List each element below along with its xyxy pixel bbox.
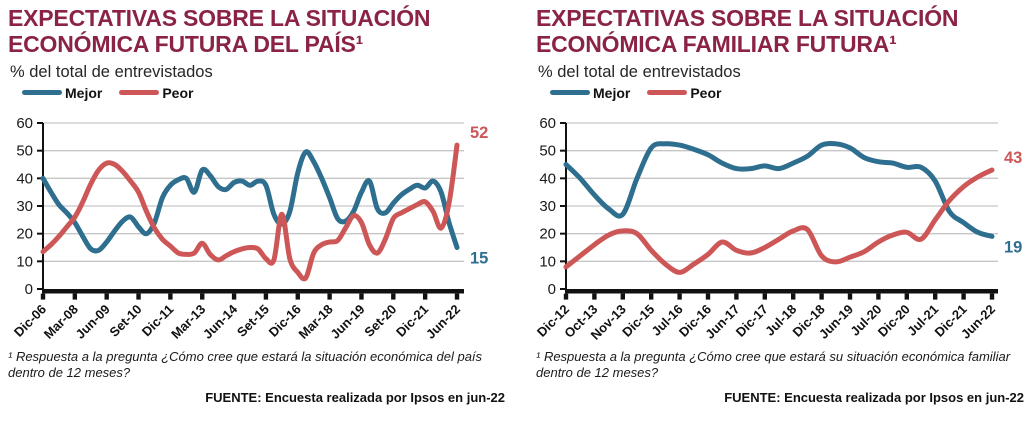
x-tick-label: Jun-19 bbox=[327, 301, 367, 341]
x-axis-tick bbox=[989, 293, 995, 300]
x-tick-label: Dic-15 bbox=[619, 301, 657, 339]
end-value-label-peor: 43 bbox=[1004, 149, 1022, 167]
x-axis-tick bbox=[391, 293, 396, 300]
x-axis-tick bbox=[592, 293, 597, 300]
series-line-peor bbox=[563, 167, 995, 275]
chart-legend: Mejor Peor bbox=[22, 85, 505, 101]
chart-panel-situacion-familiar: EXPECTATIVAS SOBRE LA SITUACIÓN ECONÓMIC… bbox=[534, 5, 1024, 405]
end-value-label-peor: 52 bbox=[470, 124, 488, 142]
y-tick-label: 10 bbox=[539, 253, 556, 270]
x-axis-tick bbox=[847, 293, 853, 300]
y-tick-label: 40 bbox=[539, 170, 556, 187]
chart-legend: Mejor Peor bbox=[550, 85, 1024, 101]
chart-title: EXPECTATIVAS SOBRE LA SITUACIÓN ECONÓMIC… bbox=[536, 5, 959, 57]
x-axis-tick bbox=[72, 293, 78, 300]
x-axis-tick bbox=[791, 293, 796, 300]
y-tick-label: 30 bbox=[16, 198, 33, 215]
x-tick-label: Dic-20 bbox=[875, 301, 913, 339]
chart-panel-situacion-pais: EXPECTATIVAS SOBRE LA SITUACIÓN ECONÓMIC… bbox=[8, 5, 505, 405]
y-tick-label: 30 bbox=[539, 198, 556, 215]
x-axis-tick bbox=[620, 293, 625, 300]
legend-line-peor-icon bbox=[119, 90, 160, 95]
x-axis-tick bbox=[359, 293, 364, 300]
x-axis-tick bbox=[422, 293, 428, 300]
x-axis-tick bbox=[295, 293, 300, 300]
series-line-mejor bbox=[40, 148, 460, 253]
legend-line-mejor-icon bbox=[550, 90, 590, 95]
x-axis-tick bbox=[762, 293, 767, 300]
y-tick-label: 20 bbox=[16, 225, 33, 242]
legend-label-mejor: Mejor bbox=[65, 84, 103, 101]
x-axis-tick bbox=[961, 293, 966, 300]
x-axis-tick bbox=[904, 293, 909, 300]
chart-source: FUENTE: Encuesta realizada por Ipsos en … bbox=[724, 389, 1024, 405]
y-tick-label: 0 bbox=[25, 281, 33, 298]
x-axis-tick bbox=[168, 293, 173, 300]
x-tick-label: Dic-17 bbox=[733, 301, 771, 339]
x-axis-tick bbox=[876, 293, 881, 300]
line-chart-situacion-familiar: 0102030405060Dic-12Oct-13Nov-13Dic-15Jul… bbox=[534, 115, 1022, 343]
x-axis-tick bbox=[819, 293, 824, 300]
x-axis-tick bbox=[734, 293, 739, 300]
end-value-label-mejor: 19 bbox=[1004, 238, 1022, 256]
end-value-label-mejor: 15 bbox=[470, 249, 488, 267]
y-tick-label: 10 bbox=[16, 253, 33, 270]
line-chart-situacion-pais: 0102030405060Dic-06Mar-08Jun-09Set-10Dic… bbox=[11, 115, 488, 342]
chart-footnote: ¹ Respuesta a la pregunta ¿Cómo cree que… bbox=[8, 348, 483, 381]
x-axis-tick bbox=[563, 293, 569, 300]
legend-label-mejor: Mejor bbox=[593, 84, 631, 101]
chart-source: FUENTE: Encuesta realizada por Ipsos en … bbox=[205, 389, 505, 405]
legend-line-peor-icon bbox=[647, 90, 688, 95]
y-tick-label: 20 bbox=[539, 225, 556, 242]
y-tick-label: 60 bbox=[539, 115, 556, 132]
x-axis-tick bbox=[231, 293, 237, 300]
series-line-peor bbox=[40, 142, 460, 281]
x-axis-tick bbox=[263, 293, 269, 300]
chart-subtitle: % del total de entrevistados bbox=[10, 62, 213, 81]
x-tick-label: Jun-22 bbox=[423, 301, 463, 341]
x-axis-tick bbox=[933, 293, 938, 300]
x-tick-label: Set-10 bbox=[106, 301, 144, 339]
chart-subtitle: % del total de entrevistados bbox=[538, 62, 741, 81]
x-tick-label: Jun-09 bbox=[73, 301, 113, 341]
x-axis-tick bbox=[327, 293, 332, 300]
legend-label-peor: Peor bbox=[690, 84, 722, 101]
y-tick-label: 50 bbox=[16, 142, 33, 159]
x-axis-tick bbox=[104, 293, 109, 300]
x-axis-tick bbox=[677, 293, 682, 300]
y-tick-label: 40 bbox=[16, 170, 33, 187]
chart-footnote: ¹ Respuesta a la pregunta ¿Cómo cree que… bbox=[536, 348, 1011, 381]
x-tick-label: Mar-13 bbox=[168, 301, 208, 341]
chart-title: EXPECTATIVAS SOBRE LA SITUACIÓN ECONÓMIC… bbox=[8, 5, 431, 57]
x-tick-label: Set-15 bbox=[234, 301, 272, 339]
x-tick-label: Mar-08 bbox=[41, 301, 81, 341]
x-axis-tick bbox=[649, 293, 654, 300]
x-tick-label: Mar-18 bbox=[295, 301, 335, 341]
x-axis-tick bbox=[454, 293, 460, 300]
y-tick-label: 50 bbox=[539, 142, 556, 159]
y-tick-label: 60 bbox=[16, 115, 33, 132]
y-tick-label: 0 bbox=[548, 281, 556, 298]
series-line-mejor bbox=[563, 140, 995, 239]
x-axis-tick bbox=[200, 293, 205, 300]
x-axis-tick bbox=[40, 293, 46, 300]
x-tick-label: Set-20 bbox=[361, 301, 399, 339]
x-axis-tick bbox=[705, 293, 711, 300]
legend-label-peor: Peor bbox=[162, 84, 194, 101]
x-tick-label: Jun-14 bbox=[200, 300, 241, 341]
legend-line-mejor-icon bbox=[22, 90, 62, 95]
x-axis-tick bbox=[136, 293, 141, 300]
